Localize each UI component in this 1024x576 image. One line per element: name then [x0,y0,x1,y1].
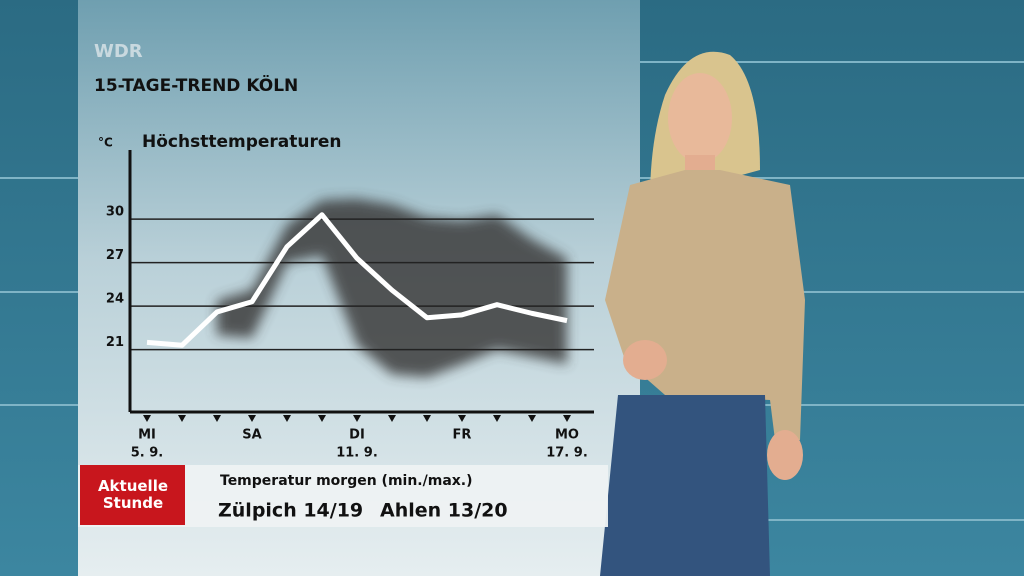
x-tick [458,415,466,422]
lower-third-item: Zülpich 14/19 [218,500,363,522]
x-tick [563,415,571,422]
y-tick-label: 24 [106,292,124,307]
x-tick [143,415,151,422]
chart-subtitle: Höchsttemperaturen [142,132,342,152]
x-tick [388,415,396,422]
temperature-line [146,212,568,348]
x-tick [178,415,186,422]
x-tick [213,415,221,422]
x-tick [423,415,431,422]
presenter [600,51,805,576]
plot: 21 24 27 30 MI 5. 9. SA DI 11. 9. FR MO 17. 9. [106,150,594,461]
x-tick-label: MO [555,428,579,443]
x-tick [353,415,361,422]
x-tick-label: DI [349,428,365,443]
y-tick-label: 21 [106,335,124,350]
show-logo-box: Aktuelle Stunde [97,478,169,512]
x-tick-label: SA [242,428,261,443]
x-tick [528,415,536,422]
show-logo [80,465,185,525]
y-tick-label: 30 [106,205,124,220]
x-tick [493,415,501,422]
channel-logo: WDR [94,41,143,62]
x-tick [283,415,291,422]
x-tick [248,415,256,422]
x-tick-date: 5. 9. [131,446,164,461]
x-tick-label: MI [138,428,156,443]
x-tick-date: 17. 9. [546,446,588,461]
x-tick-label: FR [453,428,472,443]
lower-third-item: Ahlen 13/20 [380,500,508,522]
show-name: Aktuelle Stunde [97,478,169,512]
x-tick-date: 11. 9. [336,446,378,461]
y-tick-label: 27 [106,248,124,263]
y-axis-unit: °C [98,136,113,150]
x-tick [318,415,326,422]
chart-title: 15-TAGE-TREND KÖLN [94,74,298,96]
lower-third-caption: Temperatur morgen (min./max.) [220,473,473,489]
